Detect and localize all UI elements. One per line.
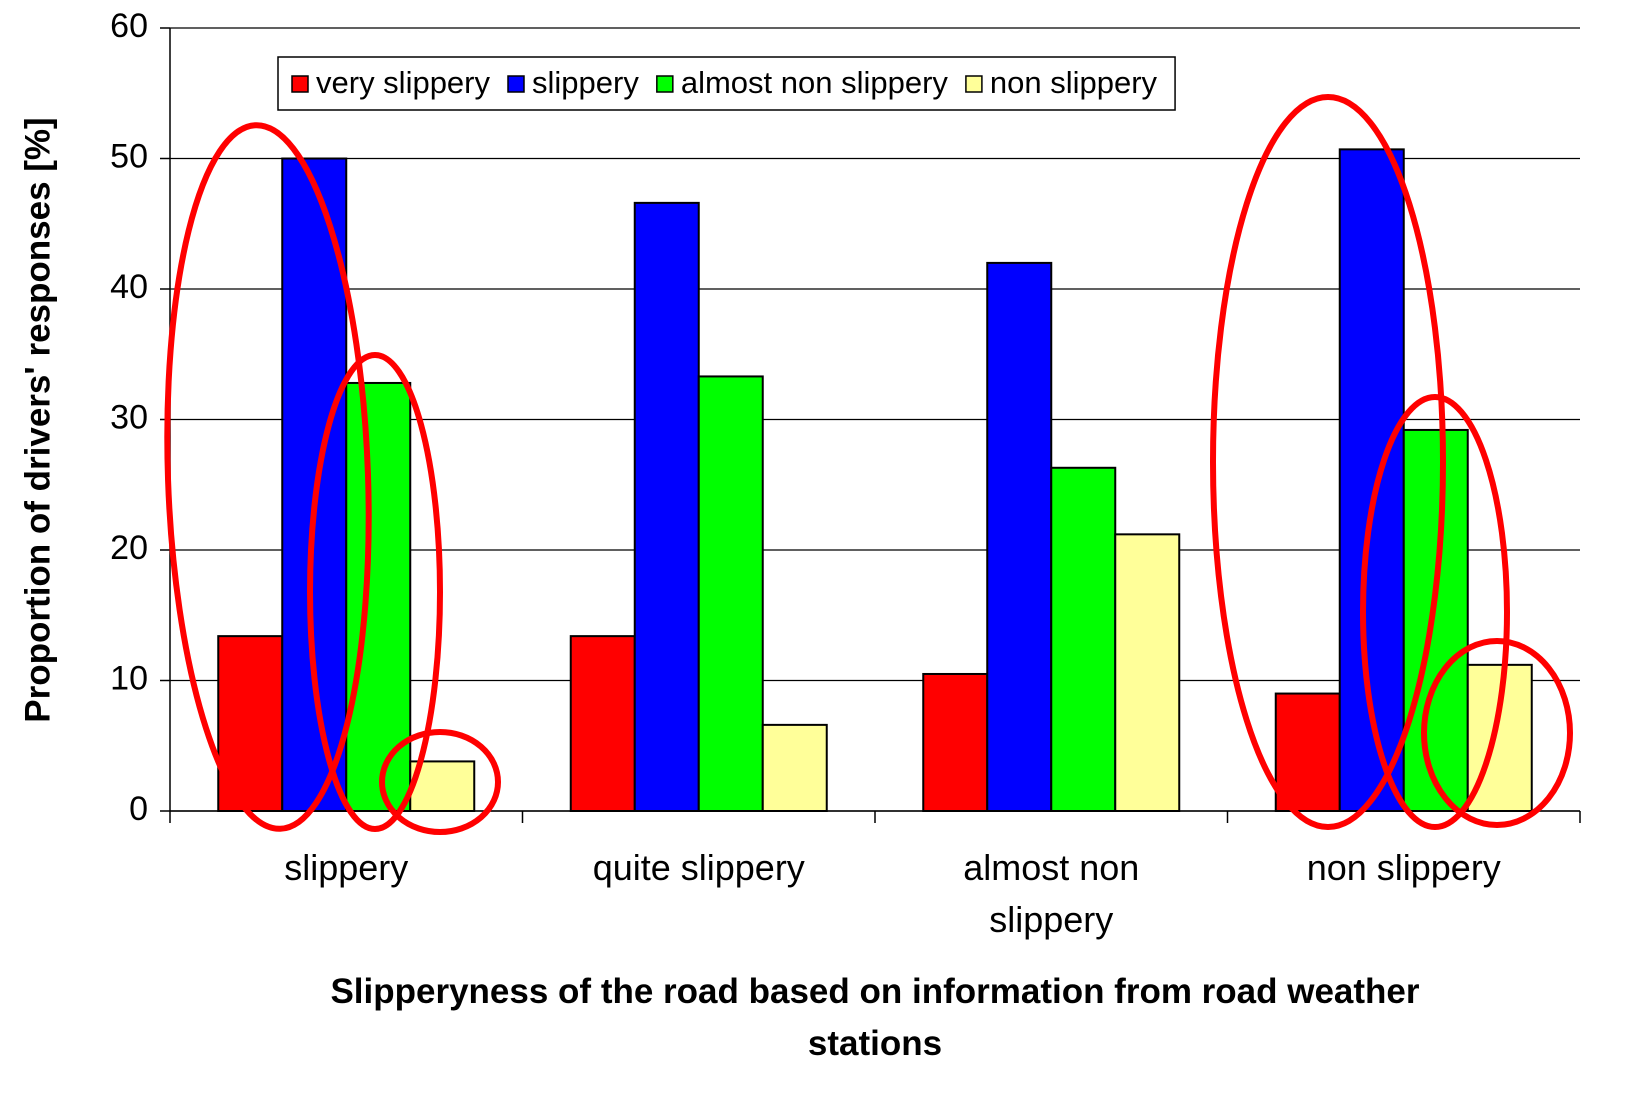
legend-box (277, 56, 1176, 111)
y-tick-label: 30 (110, 398, 148, 436)
legend-label: non slippery (990, 65, 1158, 100)
legend-label: slippery (532, 65, 639, 100)
bar (986, 261, 1053, 812)
highlight-ellipse (164, 122, 372, 832)
highlight-ellipse (307, 352, 443, 832)
bar (1050, 466, 1117, 812)
bar (345, 381, 412, 812)
legend-swatch (507, 75, 525, 93)
bar (409, 760, 476, 812)
legend-label: almost non slippery (681, 65, 949, 100)
bar (1114, 533, 1181, 813)
bar (697, 375, 764, 812)
y-tick-label: 10 (110, 659, 148, 697)
bar (633, 201, 700, 812)
x-tick-label: quite slippery (592, 847, 805, 888)
highlight-ellipse (1421, 638, 1573, 828)
x-tick-label: non slippery (1306, 847, 1501, 888)
x-tick-label: slippery (284, 847, 409, 888)
highlight-ellipse (379, 729, 501, 835)
legend: very slippery slippery almost non slippery… (277, 56, 1176, 111)
bar (569, 635, 636, 812)
legend-swatch (291, 75, 309, 93)
y-tick-label: 60 (110, 7, 148, 45)
highlight-ellipse (1210, 94, 1446, 830)
bar (761, 723, 828, 812)
bar (922, 672, 989, 812)
y-tick-label: 20 (110, 529, 148, 567)
y-tick-label: 0 (129, 790, 148, 828)
highlight-ellipse (1360, 394, 1510, 830)
y-axis-title: Proportion of drivers' responses [%] (18, 117, 57, 722)
legend-label: very slippery (316, 65, 490, 100)
legend-swatch (965, 75, 983, 93)
x-axis-title: Slipperyness of the road based on inform… (330, 972, 1420, 1063)
x-tick-label: almost non slippery (963, 847, 1140, 940)
bar (1402, 428, 1469, 812)
y-tick-label: 50 (110, 137, 148, 175)
legend-swatch (656, 75, 674, 93)
y-tick-label: 40 (110, 268, 148, 306)
bar (1274, 692, 1341, 812)
